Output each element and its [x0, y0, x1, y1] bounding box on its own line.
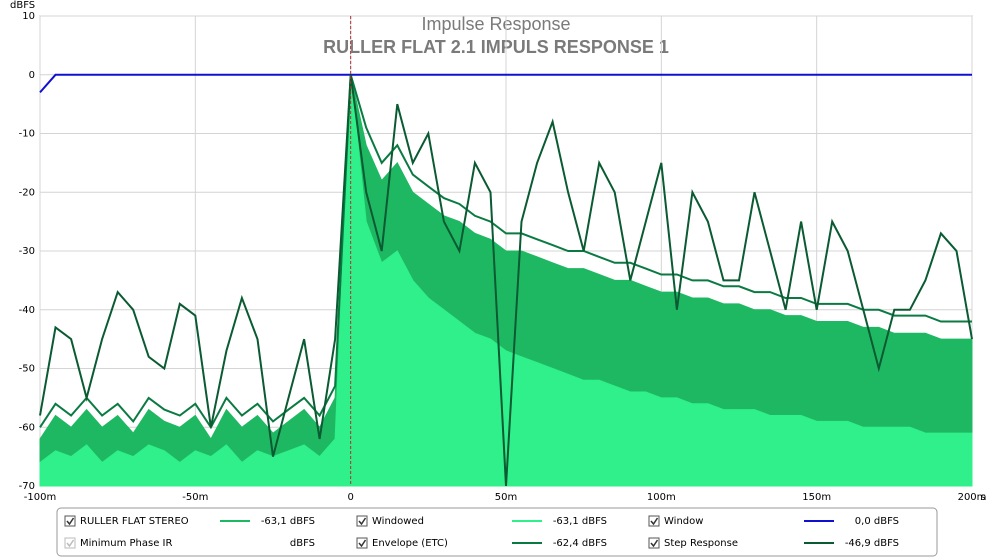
legend-checkbox	[356, 537, 368, 549]
legend-box	[56, 507, 938, 557]
y-tick-label: -60	[19, 422, 35, 433]
legend-readout: 0,0 dBFS	[855, 516, 899, 527]
y-tick-label: 0	[29, 70, 35, 81]
y-tick-label: -70	[19, 481, 35, 492]
legend-label: Envelope (ETC)	[372, 538, 448, 549]
y-tick-label: -40	[19, 305, 35, 316]
plot	[39, 15, 973, 487]
x-tick-label: -50m	[182, 492, 208, 503]
legend-readout: dBFS	[290, 538, 315, 549]
legend-label: Window	[664, 516, 703, 527]
x-tick-label: 200m	[958, 492, 987, 503]
legend-checkbox	[648, 515, 660, 527]
legend-check	[66, 539, 75, 548]
chart-title: Impulse Response	[421, 14, 570, 34]
legend-check	[358, 517, 367, 526]
x-tick-label: 0	[347, 492, 353, 503]
series-area	[39, 74, 973, 487]
legend-check	[650, 517, 659, 526]
y-axis-label: dBFS	[10, 0, 35, 11]
legend: RULLER FLAT STEREO -63,1 dBFS Minimum Phas…	[64, 515, 899, 549]
legend-check	[358, 539, 367, 548]
x-axis-label: s	[980, 492, 985, 503]
legend-label: Step Response	[664, 538, 738, 549]
legend-label: RULLER FLAT STEREO	[80, 516, 189, 527]
series-line	[39, 74, 973, 487]
y-tick-label: -30	[19, 246, 35, 257]
legend-readout: -62,4 dBFS	[553, 538, 607, 549]
chart-subtitle: RULLER FLAT 2.1 IMPULS RESPONSE 1	[323, 37, 669, 57]
series-line	[39, 74, 972, 430]
legend-checkbox	[64, 515, 76, 527]
y-tick-label: -50	[19, 364, 35, 375]
legend-checkbox	[64, 537, 76, 549]
x-tick-label: -100m	[24, 492, 56, 503]
y-tick-label: 10	[22, 11, 35, 22]
legend-check	[66, 517, 75, 526]
legend-label: Minimum Phase IR	[80, 538, 173, 549]
legend-readout: -63,1 dBFS	[553, 516, 607, 527]
y-tick-label: -10	[19, 129, 35, 140]
legend-label: Windowed	[372, 516, 424, 527]
x-tick-label: 100m	[647, 492, 676, 503]
legend-readout: -46,9 dBFS	[845, 538, 899, 549]
x-tick-label: 50m	[495, 492, 517, 503]
series-line	[39, 73, 972, 94]
legend-checkbox	[648, 537, 660, 549]
legend-readout: -63,1 dBFS	[261, 516, 315, 527]
legend-check	[650, 539, 659, 548]
legend-checkbox	[356, 515, 368, 527]
x-tick-label: 150m	[802, 492, 831, 503]
y-tick-label: -20	[19, 187, 35, 198]
